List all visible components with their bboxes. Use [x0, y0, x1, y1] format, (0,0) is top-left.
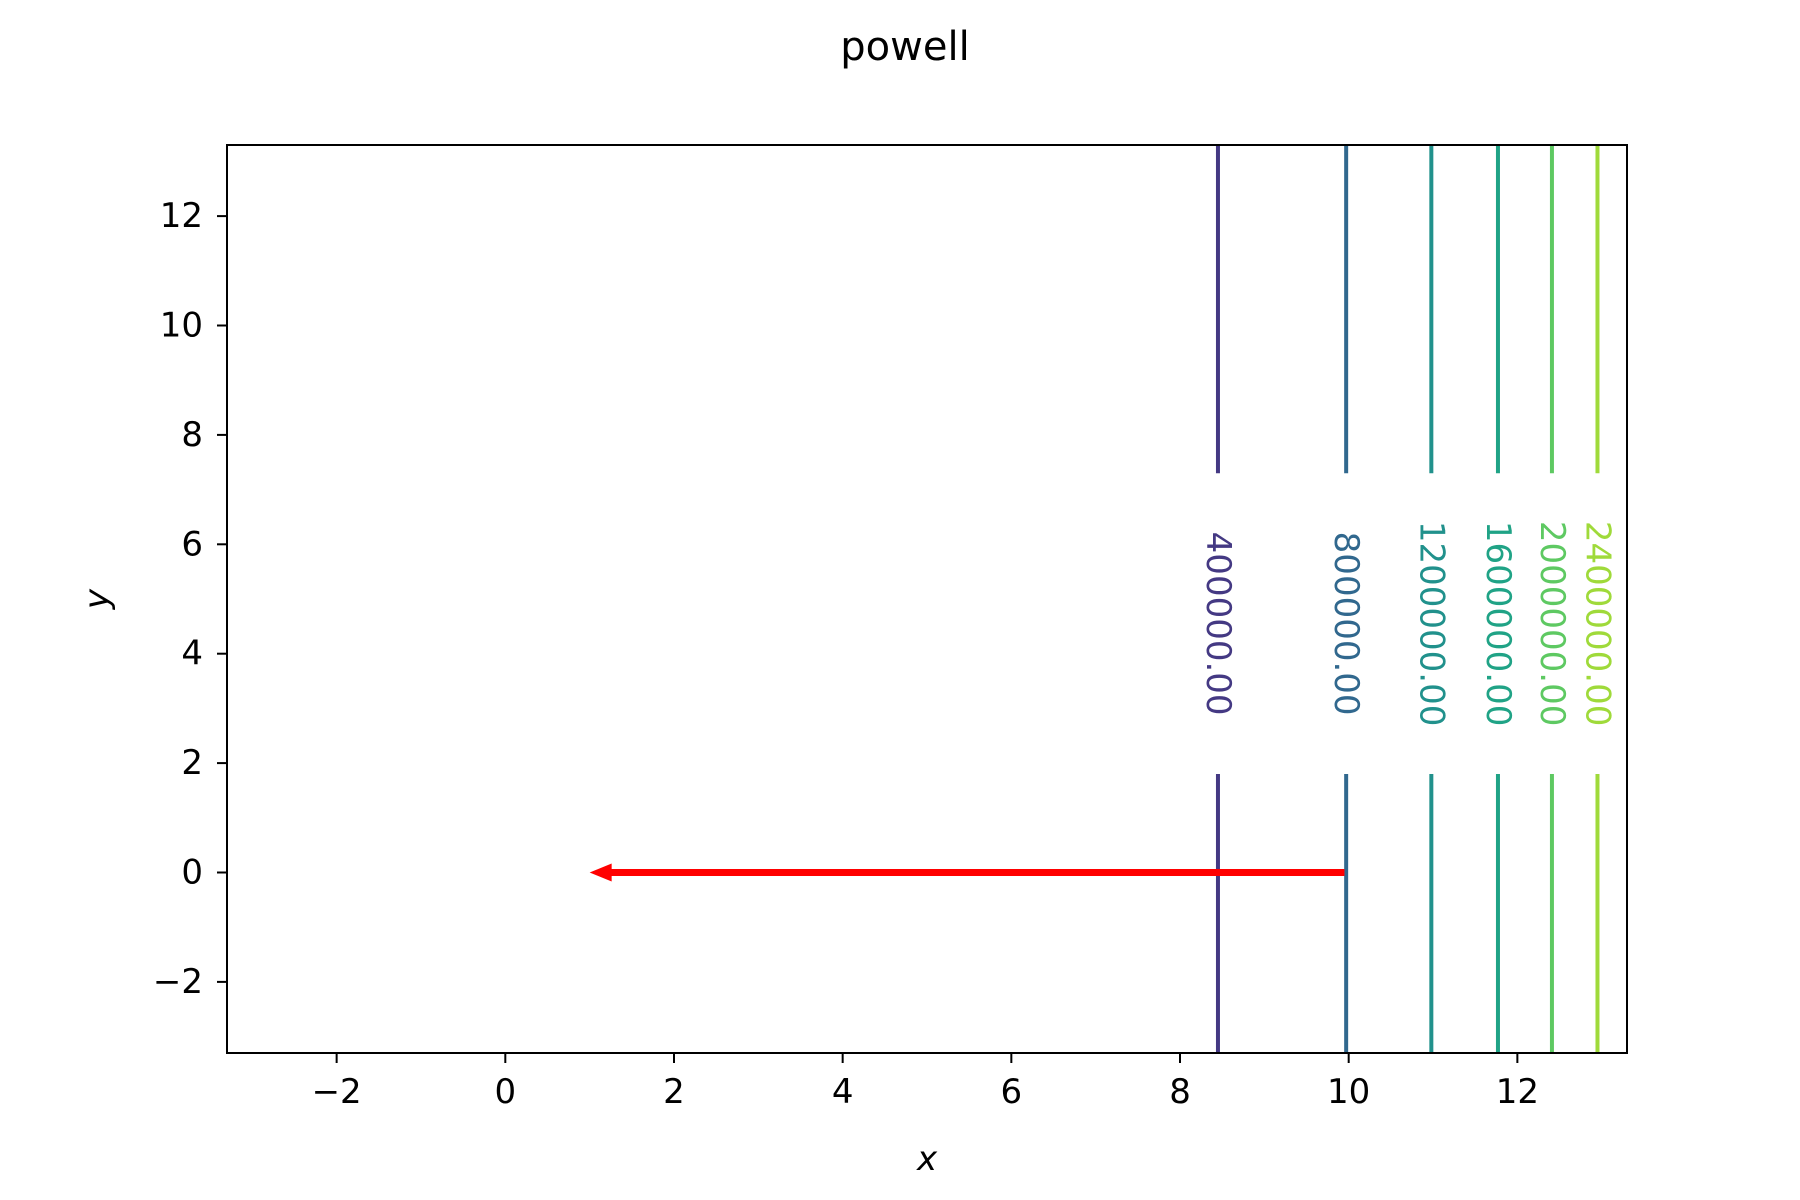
x-tick-label: 2: [663, 1072, 685, 1112]
x-tick-label: 6: [1001, 1072, 1023, 1112]
x-tick-label: 8: [1169, 1072, 1191, 1112]
y-tick-label: 10: [160, 306, 203, 346]
x-tick-label: 4: [832, 1072, 854, 1112]
contour-label-0: 400000.00: [1198, 532, 1238, 716]
x-axis-ticks: −2 0 2 4 6 8 10 12: [312, 1053, 1539, 1112]
y-axis-label: y: [77, 588, 117, 610]
contour-label-3: 1600000.00: [1478, 521, 1518, 727]
contour-label-1: 800000.00: [1326, 532, 1366, 716]
plot-frame: [226, 144, 1628, 1054]
contour-label-4: 2000000.00: [1532, 521, 1572, 727]
y-tick-label: 6: [181, 524, 203, 564]
y-tick-label: 8: [181, 415, 203, 455]
contour-label-5: 2400000.00: [1577, 521, 1617, 727]
contour-lines: 400000.00 800000.00 1200000.00 1600000.00 20…: [1198, 145, 1617, 1053]
y-tick-label: −2: [153, 962, 203, 1002]
arrow-head: [589, 863, 612, 882]
y-axis-ticks: −2 0 2 4 6 8 10 12: [153, 196, 227, 1002]
x-tick-label: −2: [312, 1072, 362, 1112]
x-tick-label: 12: [1496, 1072, 1539, 1112]
descent-path: [589, 863, 1345, 882]
contour-label-2: 1200000.00: [1411, 521, 1451, 727]
y-tick-label: 12: [160, 196, 203, 236]
x-tick-label: 0: [494, 1072, 516, 1112]
chart-title: powell: [840, 24, 969, 70]
x-tick-label: 10: [1327, 1072, 1370, 1112]
y-tick-label: 4: [181, 634, 203, 674]
y-tick-label: 2: [181, 743, 203, 783]
y-tick-label: 0: [181, 852, 203, 892]
x-axis-label: x: [916, 1139, 938, 1179]
